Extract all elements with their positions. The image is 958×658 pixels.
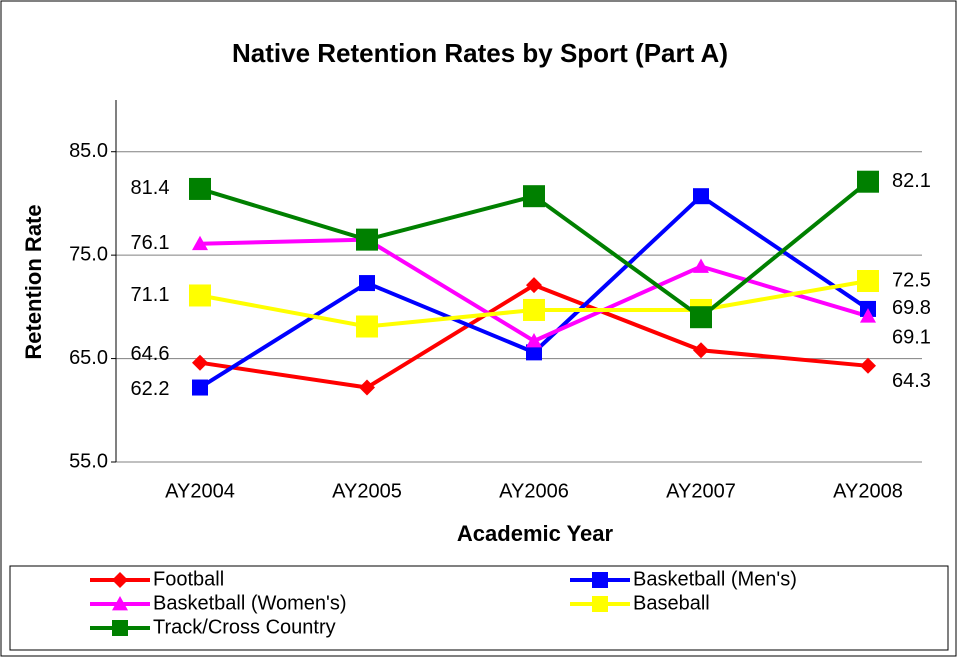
marker bbox=[192, 235, 208, 251]
marker bbox=[112, 572, 128, 588]
y-tick-label: 85.0 bbox=[69, 140, 108, 162]
data-label: 62.2 bbox=[131, 378, 170, 400]
marker bbox=[356, 228, 378, 251]
marker bbox=[592, 572, 608, 588]
legend-label: Basketball (Women's) bbox=[153, 592, 347, 614]
legend-label: Football bbox=[153, 568, 224, 590]
y-axis-title: Retention Rate bbox=[21, 204, 46, 359]
marker bbox=[359, 379, 375, 396]
y-tick-label: 65.0 bbox=[69, 347, 108, 369]
marker bbox=[189, 284, 211, 307]
marker bbox=[857, 170, 879, 193]
legend-label: Baseball bbox=[633, 592, 710, 614]
marker bbox=[359, 275, 375, 292]
data-label: 82.1 bbox=[892, 170, 931, 192]
marker bbox=[860, 357, 876, 374]
data-label: 69.1 bbox=[892, 326, 931, 348]
x-tick-label: AY2006 bbox=[499, 480, 569, 502]
marker bbox=[112, 620, 128, 636]
marker bbox=[693, 188, 709, 205]
data-label: 69.8 bbox=[892, 297, 931, 319]
marker bbox=[523, 185, 545, 208]
marker bbox=[192, 354, 208, 371]
marker bbox=[693, 342, 709, 359]
marker bbox=[526, 332, 542, 348]
x-tick-label: AY2008 bbox=[833, 480, 903, 502]
legend-box bbox=[9, 565, 949, 651]
data-label: 64.6 bbox=[131, 343, 170, 365]
data-label: 71.1 bbox=[131, 284, 170, 306]
marker bbox=[356, 315, 378, 338]
x-tick-label: AY2004 bbox=[165, 480, 235, 502]
y-tick-label: 55.0 bbox=[69, 450, 108, 472]
marker bbox=[526, 344, 542, 361]
marker bbox=[189, 177, 211, 200]
data-label: 76.1 bbox=[131, 232, 170, 254]
legend-label: Basketball (Men's) bbox=[633, 568, 797, 590]
marker bbox=[860, 308, 876, 323]
marker bbox=[112, 596, 128, 611]
marker bbox=[857, 270, 879, 292]
data-label: 81.4 bbox=[131, 177, 170, 199]
chart-title: Native Retention Rates by Sport (Part A) bbox=[232, 38, 728, 68]
marker bbox=[592, 596, 608, 612]
marker bbox=[690, 306, 712, 329]
x-tick-label: AY2005 bbox=[332, 480, 402, 502]
marker bbox=[192, 379, 208, 396]
legend-label: Track/Cross Country bbox=[153, 616, 336, 638]
marker bbox=[523, 298, 545, 321]
x-tick-label: AY2007 bbox=[666, 480, 736, 502]
y-tick-label: 75.0 bbox=[69, 243, 108, 265]
data-label: 64.3 bbox=[892, 370, 931, 392]
x-axis-title: Academic Year bbox=[457, 521, 614, 546]
data-label: 72.5 bbox=[892, 269, 931, 291]
marker bbox=[693, 258, 709, 273]
marker bbox=[526, 277, 542, 294]
